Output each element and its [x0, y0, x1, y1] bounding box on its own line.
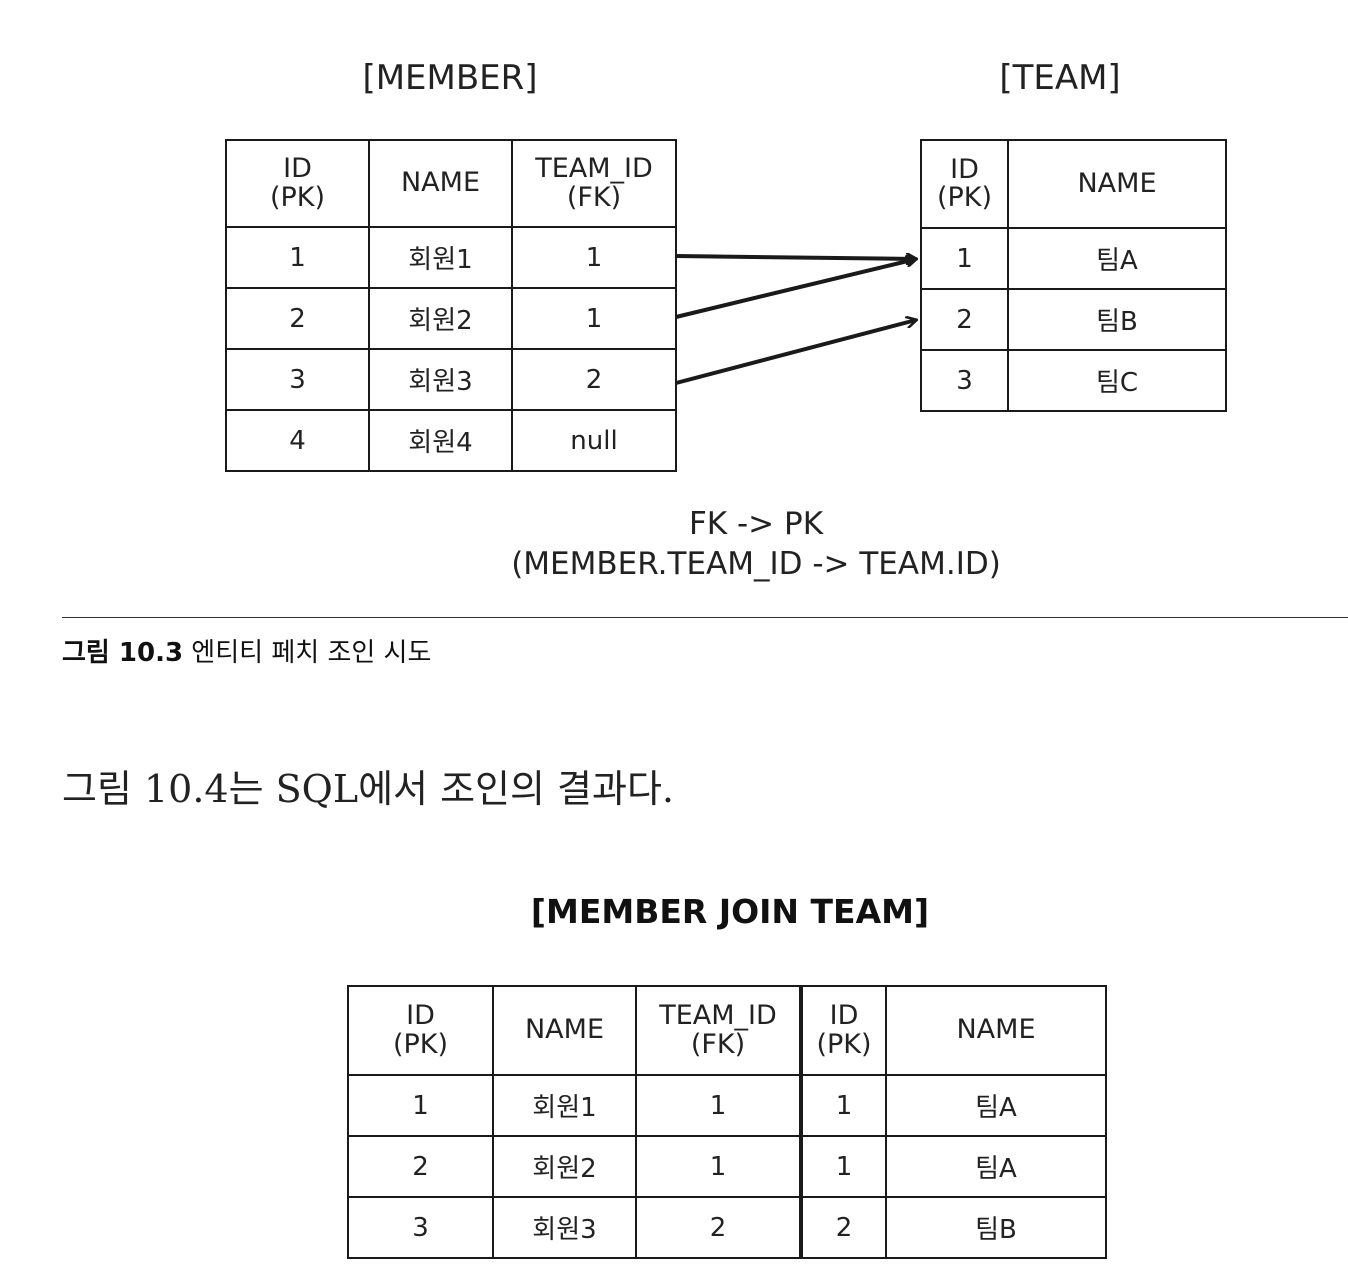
- team-table: ID (PK) NAME 1 팀A 2 팀B 3 팀C: [920, 139, 1227, 412]
- table-cell: 4: [225, 409, 370, 472]
- table-row: 3 회원3 2 2 팀B: [347, 1196, 1107, 1259]
- table-cell: 팀A: [885, 1135, 1107, 1198]
- fk-arrow-row1: [675, 256, 916, 259]
- table-cell: 회원3: [368, 348, 513, 411]
- table-cell: 2: [799, 1196, 887, 1259]
- figure-caption-label: 그림 10.3: [62, 638, 184, 668]
- join-header-team-name: NAME: [885, 985, 1107, 1076]
- table-cell: 3: [225, 348, 370, 411]
- member-header-team-id: TEAM_ID (FK): [511, 139, 677, 228]
- table-cell: 2: [347, 1135, 494, 1198]
- figure-caption-text: 엔티티 페치 조인 시도: [183, 638, 432, 668]
- table-cell: 1: [920, 227, 1009, 290]
- table-row: 3 회원3 2: [225, 348, 677, 411]
- table-cell: 2: [635, 1196, 803, 1259]
- figure-caption: 그림 10.3 엔티티 페치 조인 시도: [62, 632, 431, 669]
- table-cell: 1: [347, 1074, 494, 1137]
- table-cell: 팀C: [1007, 349, 1227, 412]
- table-cell: 3: [347, 1196, 494, 1259]
- fk-caption-line2: (MEMBER.TEAM_ID -> TEAM.ID): [511, 546, 1001, 582]
- fk-caption: FK -> PK (MEMBER.TEAM_ID -> TEAM.ID): [456, 504, 1056, 584]
- table-row: 1 회원1 1: [225, 226, 677, 289]
- table-cell: 회원4: [368, 409, 513, 472]
- table-cell: 2: [920, 288, 1009, 351]
- team-header-name: NAME: [1007, 139, 1227, 229]
- table-cell: 회원2: [368, 287, 513, 350]
- table-row: 2 팀B: [920, 288, 1227, 351]
- table-cell: 회원1: [368, 226, 513, 289]
- table-row: 1 팀A: [920, 227, 1227, 290]
- table-cell: 1: [799, 1135, 887, 1198]
- join-header-member-name: NAME: [492, 985, 637, 1076]
- table-cell: 팀A: [885, 1074, 1107, 1137]
- join-header-team-id: TEAM_ID (FK): [635, 985, 803, 1076]
- member-header-name: NAME: [368, 139, 513, 228]
- table-cell: 1: [799, 1074, 887, 1137]
- join-header-member-id: ID (PK): [347, 985, 494, 1076]
- fk-arrow-row3: [675, 320, 916, 385]
- table-cell: 3: [920, 349, 1009, 412]
- table-cell: 1: [635, 1074, 803, 1137]
- table-cell: 1: [511, 226, 677, 289]
- table-cell: 1: [225, 226, 370, 289]
- fk-caption-line1: FK -> PK: [688, 506, 824, 542]
- team-header-id: ID (PK): [920, 139, 1009, 229]
- fk-arrow-row2: [675, 259, 916, 319]
- table-row: 1 회원1 1 1 팀A: [347, 1074, 1107, 1137]
- member-table: ID (PK) NAME TEAM_ID (FK) 1 회원1 1 2 회원2 …: [225, 139, 677, 472]
- table-cell: 회원1: [492, 1074, 637, 1137]
- table-cell: null: [511, 409, 677, 472]
- table-cell: 2: [225, 287, 370, 350]
- table-cell: 2: [511, 348, 677, 411]
- body-paragraph: 그림 10.4는 SQL에서 조인의 결과다.: [62, 767, 674, 811]
- table-cell: 회원3: [492, 1196, 637, 1259]
- table-cell: 1: [635, 1135, 803, 1198]
- join-header-team-pk: ID (PK): [799, 985, 887, 1076]
- join-table: ID (PK) NAME TEAM_ID (FK) ID (PK) NAME 1…: [347, 985, 1107, 1259]
- table-row: 2 회원2 1: [225, 287, 677, 350]
- table-cell: 팀B: [1007, 288, 1227, 351]
- table-row: 4 회원4 null: [225, 409, 677, 472]
- team-table-title: [TEAM]: [999, 58, 1121, 98]
- table-cell: 회원2: [492, 1135, 637, 1198]
- member-table-title: [MEMBER]: [362, 58, 538, 98]
- member-header-id: ID (PK): [225, 139, 370, 228]
- divider: [62, 617, 1348, 618]
- table-cell: 팀B: [885, 1196, 1107, 1259]
- table-cell: 팀A: [1007, 227, 1227, 290]
- join-table-title: [MEMBER JOIN TEAM]: [530, 892, 930, 931]
- table-row: 3 팀C: [920, 349, 1227, 412]
- table-cell: 1: [511, 287, 677, 350]
- table-row: 2 회원2 1 1 팀A: [347, 1135, 1107, 1198]
